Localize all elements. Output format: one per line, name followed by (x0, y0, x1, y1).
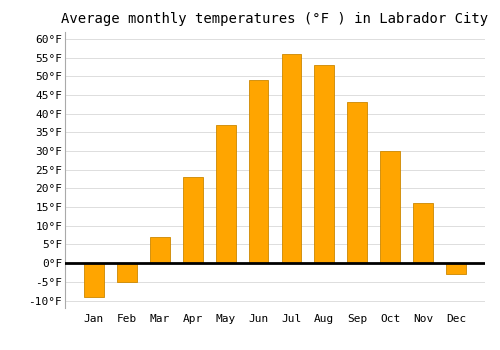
Bar (84, 263, 104, 297)
Bar (380, 151, 400, 263)
Bar (446, 263, 466, 274)
Bar (413, 203, 433, 263)
Title: Average monthly temperatures (°F ) in Labrador City: Average monthly temperatures (°F ) in La… (62, 12, 488, 26)
Bar (117, 263, 137, 282)
Bar (248, 80, 268, 263)
Bar (282, 54, 302, 263)
Bar (150, 237, 170, 263)
Bar (216, 125, 236, 263)
Bar (183, 177, 203, 263)
Bar (348, 103, 367, 263)
Bar (314, 65, 334, 263)
